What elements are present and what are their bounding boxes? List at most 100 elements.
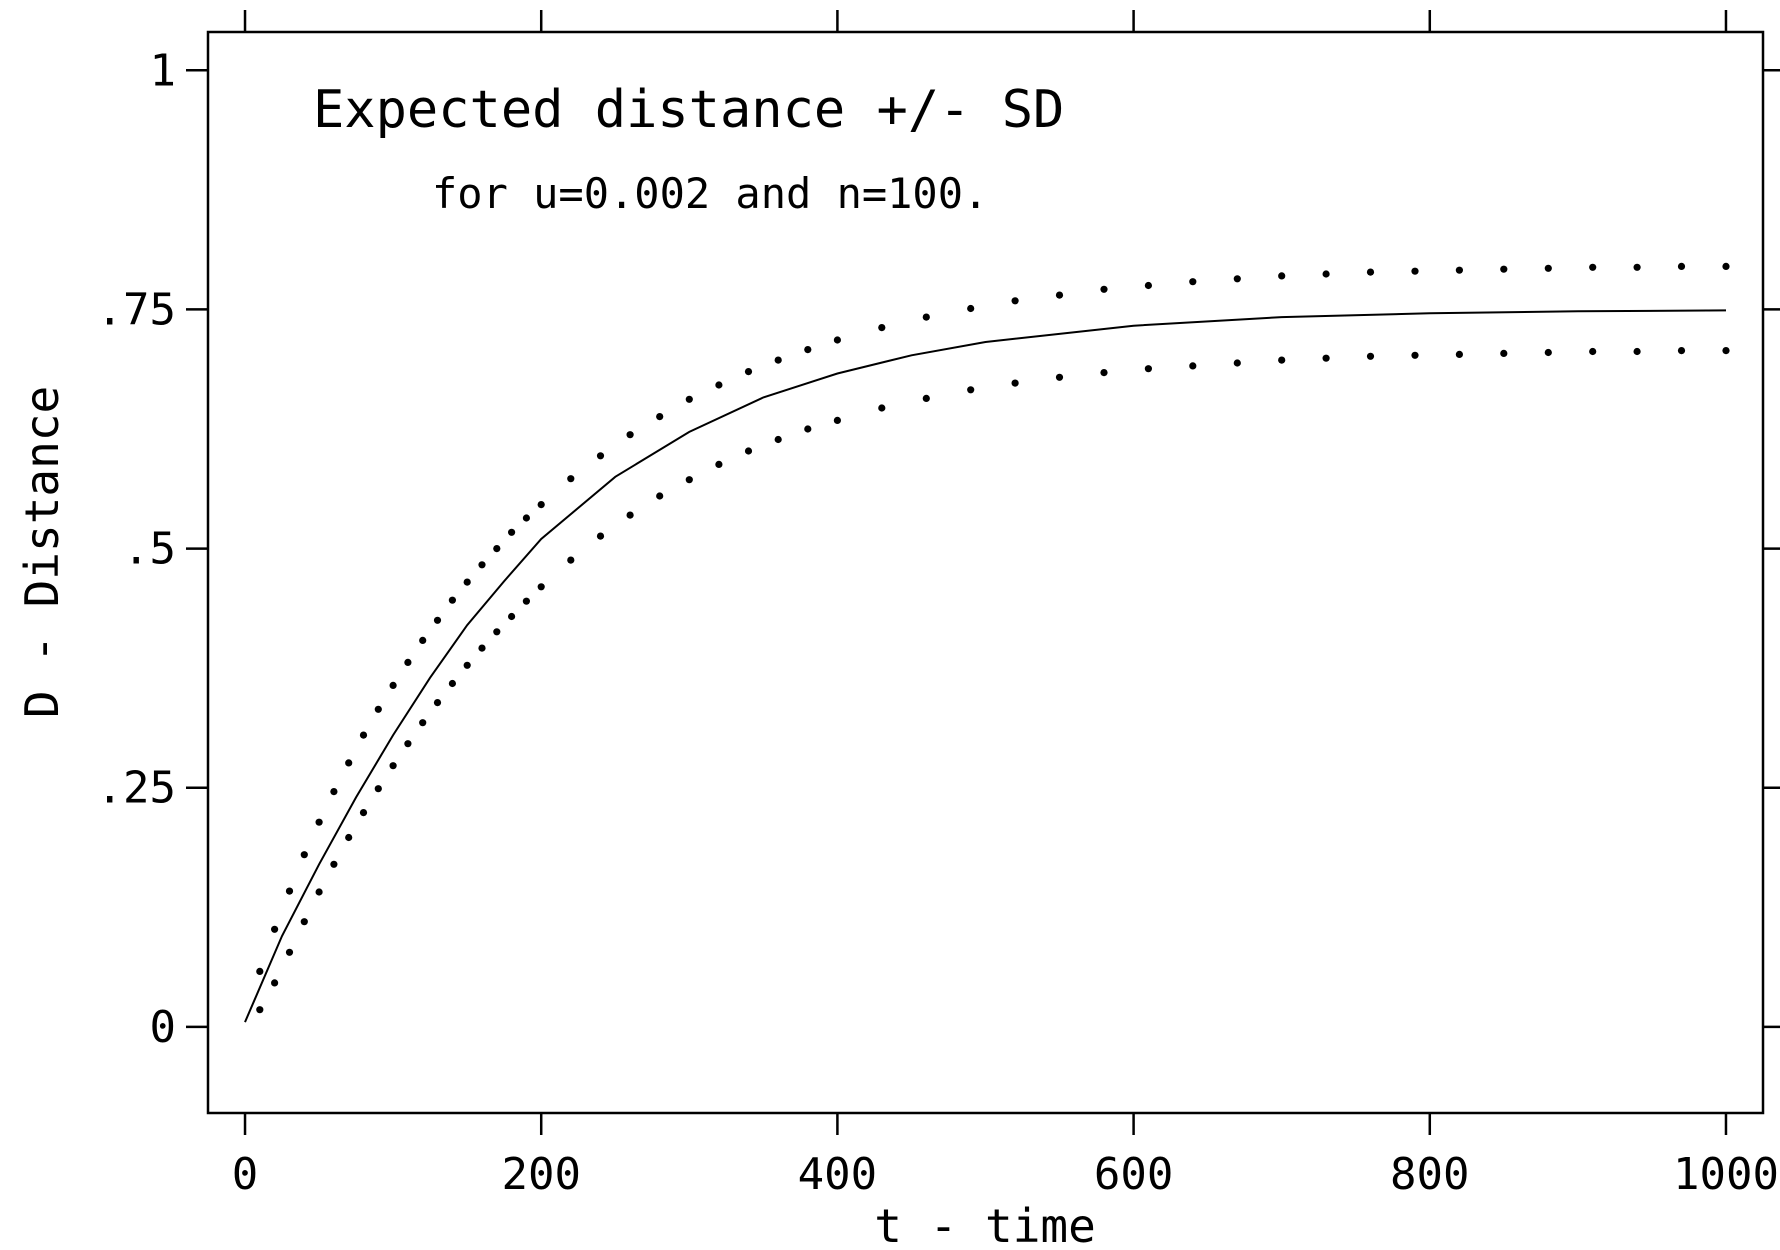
- series-point: [1100, 285, 1108, 293]
- series-point: [1011, 379, 1019, 387]
- series-point: [715, 460, 723, 468]
- series-point: [1322, 270, 1330, 278]
- series-sd-band-1: [256, 262, 1730, 976]
- series-point: [685, 395, 693, 403]
- series-point: [878, 324, 886, 332]
- series-point: [374, 705, 382, 713]
- series-point: [685, 476, 693, 484]
- x-tick-label: 200: [501, 1149, 580, 1200]
- series-sd-band-2: [256, 347, 1730, 1014]
- series-point: [419, 636, 427, 645]
- x-tick-label: 400: [798, 1149, 877, 1200]
- series-point: [389, 762, 397, 770]
- series-point: [315, 818, 323, 826]
- series-point: [256, 967, 264, 976]
- series-point: [1677, 347, 1686, 355]
- series-point: [1633, 263, 1641, 271]
- series-point: [271, 925, 279, 933]
- series-layer: [244, 262, 1730, 1023]
- series-point: [300, 851, 308, 859]
- series-point: [1189, 362, 1197, 370]
- series-point: [1455, 266, 1463, 274]
- series-point: [833, 416, 842, 424]
- series-point: [715, 381, 723, 389]
- y-axis-ticks: [186, 69, 1780, 1029]
- series-point: [1411, 351, 1419, 359]
- series-point: [626, 511, 634, 519]
- x-tick-label: 800: [1390, 1149, 1469, 1200]
- series-point: [922, 394, 930, 402]
- series-point: [922, 313, 930, 321]
- series-point: [359, 809, 368, 817]
- series-point: [433, 699, 442, 707]
- series-point: [833, 336, 842, 344]
- series-point: [359, 731, 368, 739]
- series-point: [1544, 348, 1552, 357]
- series-point: [626, 431, 634, 439]
- x-axis-label: t - time: [874, 1199, 1096, 1250]
- series-point: [804, 425, 812, 433]
- series-expected-line: [244, 309, 1727, 1023]
- series-point: [1366, 352, 1375, 360]
- series-point: [256, 1006, 264, 1014]
- series-point: [1233, 275, 1241, 283]
- series-point: [596, 452, 605, 460]
- series-point: [567, 475, 575, 483]
- series-point: [967, 304, 975, 313]
- series-point: [448, 679, 456, 688]
- series-point: [433, 616, 442, 624]
- series-point: [285, 948, 294, 956]
- series-point: [1500, 349, 1508, 357]
- series-point: [774, 356, 782, 364]
- series-point: [345, 759, 353, 767]
- series-point: [330, 788, 338, 796]
- series-point: [419, 719, 427, 727]
- series-point: [1055, 291, 1064, 299]
- series-point: [374, 785, 382, 793]
- series-point: [1722, 262, 1730, 270]
- series-point: [1055, 373, 1064, 381]
- series-point: [967, 386, 975, 394]
- x-tick-label: 1000: [1673, 1149, 1779, 1200]
- series-point: [744, 447, 753, 455]
- series-point: [493, 545, 501, 553]
- series-point: [493, 628, 501, 636]
- y-axis-label: D - Distance: [15, 386, 69, 718]
- series-point: [315, 888, 323, 896]
- chart-subtitle: for u=0.002 and n=100.: [432, 169, 988, 218]
- series-point: [463, 578, 471, 586]
- series-point: [1189, 278, 1197, 286]
- series-point: [656, 413, 664, 421]
- plot-frame: [206, 30, 1765, 1115]
- series-point: [1411, 267, 1419, 275]
- series-point: [1677, 262, 1686, 270]
- x-tick-label: 0: [232, 1149, 259, 1200]
- series-point: [744, 368, 753, 376]
- series-point: [448, 596, 456, 604]
- series-point: [522, 514, 531, 522]
- series-point: [537, 501, 545, 509]
- series-point: [1100, 369, 1108, 377]
- series-point: [1633, 347, 1641, 356]
- series-point: [1322, 354, 1330, 362]
- series-point: [1722, 347, 1730, 355]
- series-point: [285, 887, 294, 895]
- series-point: [1278, 272, 1286, 280]
- y-tick-label: .5: [123, 524, 176, 575]
- series-point: [1455, 350, 1463, 358]
- series-point: [389, 681, 397, 690]
- series-point: [774, 435, 782, 444]
- series-point: [330, 860, 338, 868]
- series-point: [567, 556, 575, 564]
- series-point: [1011, 297, 1019, 305]
- series-point: [1589, 347, 1597, 356]
- series-point: [1544, 264, 1552, 272]
- series-point: [478, 561, 486, 569]
- series-point: [463, 661, 471, 669]
- series-point: [271, 979, 279, 987]
- series-point: [1589, 263, 1597, 271]
- series-point: [478, 644, 486, 652]
- y-tick-label: .75: [97, 284, 176, 335]
- series-point: [1144, 281, 1152, 290]
- series-point: [537, 583, 545, 591]
